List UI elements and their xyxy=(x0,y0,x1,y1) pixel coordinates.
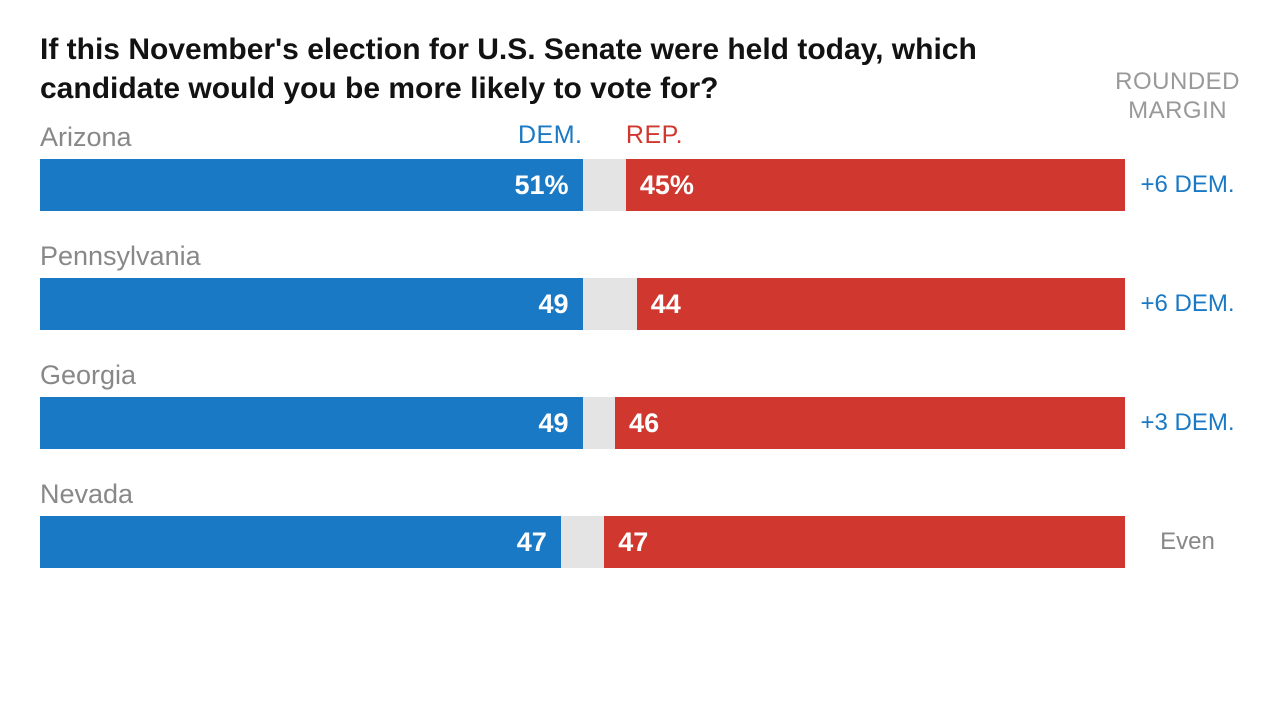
rep-value: 45% xyxy=(640,170,694,201)
dem-bar: 49 xyxy=(40,278,583,330)
gap-fill xyxy=(583,397,616,449)
rep-value: 46 xyxy=(629,408,659,439)
poll-row: Arizona DEM. REP. 51% 45% +6 DEM. xyxy=(40,122,1240,211)
margin-value: +6 DEM. xyxy=(1135,278,1240,330)
chart-title: If this November's election for U.S. Sen… xyxy=(40,30,980,108)
dem-bar: 47 xyxy=(40,516,561,568)
rep-value: 47 xyxy=(618,527,648,558)
gap-fill xyxy=(583,278,637,330)
dem-value: 49 xyxy=(538,408,568,439)
dem-bar: 51% xyxy=(40,159,583,211)
chart-rows: Arizona DEM. REP. 51% 45% +6 DEM. Pennsy… xyxy=(40,122,1240,568)
gap-fill xyxy=(583,159,626,211)
state-label: Georgia xyxy=(40,360,1240,391)
rep-bar: 45% xyxy=(626,159,1125,211)
rep-bar: 46 xyxy=(615,397,1125,449)
poll-row: Pennsylvania 49 44 +6 DEM. xyxy=(40,241,1240,330)
senate-poll-chart: If this November's election for U.S. Sen… xyxy=(40,30,1240,568)
poll-row: Nevada 47 47 Even xyxy=(40,479,1240,568)
bar-track: 49 44 xyxy=(40,278,1125,330)
state-label: Pennsylvania xyxy=(40,241,1240,272)
rep-bar: 44 xyxy=(637,278,1125,330)
dem-column-header: DEM. xyxy=(518,121,583,150)
dem-value: 51% xyxy=(514,170,568,201)
margin-value: Even xyxy=(1135,516,1240,568)
bar-track: 47 47 xyxy=(40,516,1125,568)
poll-row: Georgia 49 46 +3 DEM. xyxy=(40,360,1240,449)
bar-wrap: 49 44 +6 DEM. xyxy=(40,278,1240,330)
rep-column-header: REP. xyxy=(626,121,683,150)
bar-track: 51% 45% xyxy=(40,159,1125,211)
margin-header-line2: MARGIN xyxy=(1128,97,1227,124)
dem-bar: 49 xyxy=(40,397,583,449)
margin-value: +3 DEM. xyxy=(1135,397,1240,449)
gap-fill xyxy=(561,516,604,568)
bar-wrap: 51% 45% +6 DEM. xyxy=(40,159,1240,211)
rep-bar: 47 xyxy=(604,516,1125,568)
bar-wrap: 47 47 Even xyxy=(40,516,1240,568)
dem-value: 49 xyxy=(538,289,568,320)
bar-wrap: 49 46 +3 DEM. xyxy=(40,397,1240,449)
dem-value: 47 xyxy=(517,527,547,558)
bar-track: 49 46 xyxy=(40,397,1125,449)
margin-column-header: ROUNDED MARGIN xyxy=(1115,68,1240,126)
margin-header-line1: ROUNDED xyxy=(1115,68,1240,95)
rep-value: 44 xyxy=(651,289,681,320)
margin-value: +6 DEM. xyxy=(1135,159,1240,211)
state-label: Nevada xyxy=(40,479,1240,510)
